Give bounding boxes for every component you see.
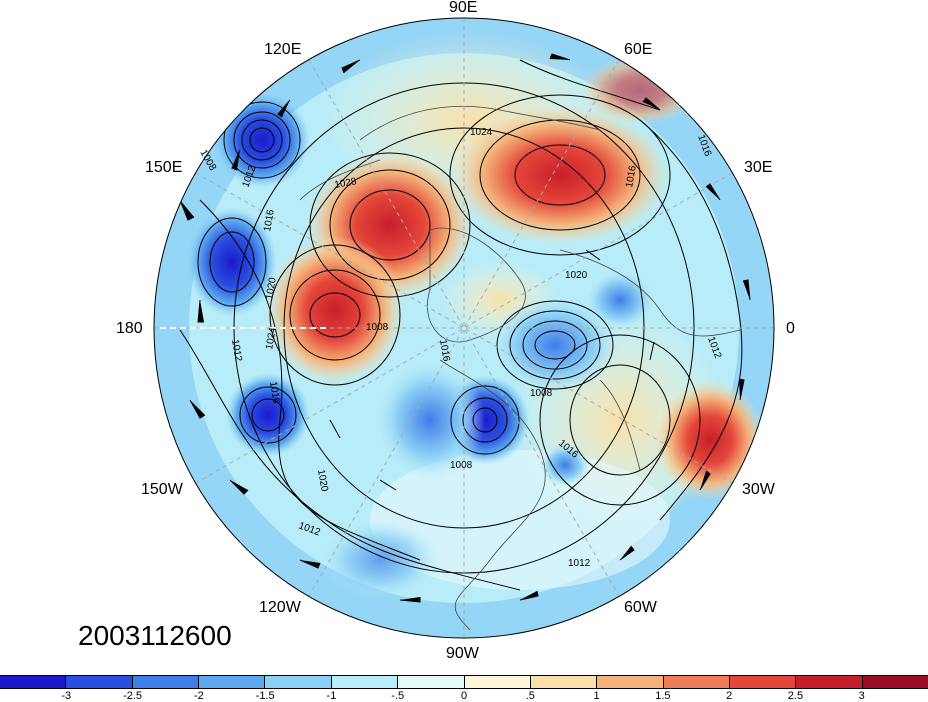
colorbar-tick-label: -1 [326,690,337,702]
lon-label-0: 0 [786,320,795,337]
contour-label: 1016 [437,339,452,363]
lon-label-150e: 150E [145,159,183,176]
colorbar-swatch [663,676,730,688]
colorbar-tick-label: 0 [460,690,468,702]
colorbar-tick-label: 1 [593,690,600,702]
lon-label-90w: 90W [446,645,479,662]
colorbar-tick-label: -.5 [391,690,405,702]
contour-label: 1008 [530,388,553,399]
colorbar-swatch [398,676,465,688]
colorbar-swatch [796,676,863,688]
lon-label-60w: 60W [624,599,657,616]
lon-label-120w: 120W [259,599,301,616]
polar-map: 1008 1012 1016 1020 1024 1012 1016 1020 … [153,17,775,639]
colorbar-tick-label: -2.5 [123,690,143,702]
colorbar-swatch [597,676,664,688]
contour-label: 1020 [315,469,330,493]
lon-label-120e: 120E [264,41,302,58]
contour-label: 1024 [470,127,493,138]
coastlines [299,105,741,631]
colorbar-tick-label: -2 [193,690,204,702]
colorbar-swatch [199,676,266,688]
lon-label-30e: 30E [744,159,773,176]
colorbar-swatch [464,676,531,688]
colorbar [0,675,928,689]
colorbar-swatch [265,676,332,688]
contour-label: 1008 [450,460,473,471]
timestamp-label: 2003112600 [78,620,232,651]
colorbar-tick-label: -3 [61,690,72,702]
contour-label: 1020 [264,276,279,300]
colorbar-swatch [729,676,797,688]
contour-label: 1024 [264,326,279,350]
colorbar-tick-label: 2 [726,690,733,702]
contour-label: 1016 [624,164,639,188]
colorbar-swatch [862,676,928,688]
contour-labels: 1008 1012 1016 1020 1024 1012 1016 1020 … [197,127,723,569]
contour-label: 1016 [267,381,282,405]
colorbar-swatch [0,676,67,688]
grid-lines [154,18,774,638]
colorbar-tick-label: 1.5 [655,690,671,702]
map-border [153,17,775,639]
contour-label: 1028 [334,176,358,191]
contour-label: 1012 [568,558,591,569]
lon-label-180: 180 [116,320,143,337]
wind-barbs [179,53,751,603]
lon-label-30w: 30W [742,481,775,498]
colorbar-labels: -3 -2.5 -2 -1.5 -1 -.5 0 .5 1 1.5 2 2.5 3 [0,690,928,702]
contour-label: 1016 [262,208,277,232]
colorbar-tick-label: 2.5 [787,690,804,702]
colorbar-swatch [132,676,200,688]
contour-label: 1012 [229,339,244,363]
lon-label-90e: 90E [449,0,478,16]
colorbar-tick-label: 3 [858,690,865,702]
contour-label: 1020 [565,270,588,281]
anomaly-field [154,18,774,638]
colorbar-tick-label: -1.5 [255,690,275,702]
colorbar-swatch [530,676,598,688]
colorbar-swatch [331,676,399,688]
colorbar-swatch [66,676,133,688]
colorbar-tick-label: .5 [525,690,535,702]
contour-label: 1008 [366,322,389,333]
lon-label-150w: 150W [141,481,183,498]
lon-label-60e: 60E [624,41,653,58]
